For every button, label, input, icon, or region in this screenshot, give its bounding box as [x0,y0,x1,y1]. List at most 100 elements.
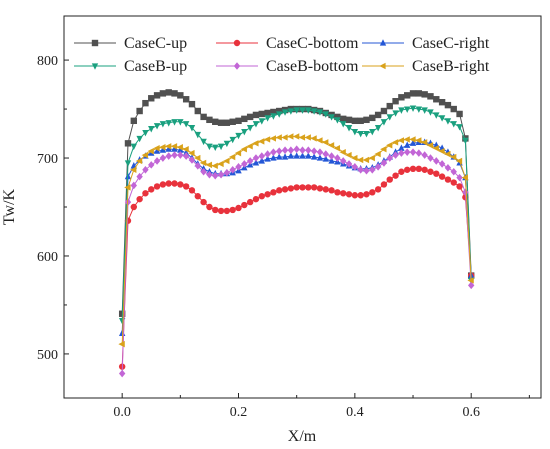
data-point [438,147,445,155]
x-tick-label: 0.6 [462,405,480,420]
data-point [130,181,138,190]
data-point [252,121,260,128]
data-point [328,187,335,194]
data-point [334,117,341,124]
data-point [398,168,405,175]
data-point [164,143,172,150]
data-point [339,148,346,156]
series-CaseB-bottom [118,145,475,378]
data-point [281,146,289,154]
data-point [444,101,452,109]
data-point [193,154,201,162]
data-point [199,159,207,167]
data-point [392,151,399,159]
data-point [456,110,463,118]
data-point [206,116,213,124]
data-point [334,189,341,196]
data-point [397,137,404,144]
data-point [334,113,341,121]
data-point [421,107,428,114]
legend-item: CaseB-up [74,58,187,75]
y-axis-label: Tw/K [1,188,18,225]
data-point [374,186,382,193]
data-point [223,140,231,148]
data-point [153,183,161,190]
data-point [333,145,341,152]
data-point [170,143,178,150]
data-point [177,151,184,159]
y-tick-label: 600 [37,250,58,265]
data-point [322,150,329,158]
data-point [327,142,335,149]
data-point [188,125,196,132]
data-point [374,150,381,158]
data-point [194,162,201,170]
data-point [223,207,231,215]
data-point [363,191,370,198]
data-point [264,150,271,158]
data-point [229,136,236,144]
data-point [304,134,311,141]
data-point [462,137,469,145]
data-point [340,121,347,128]
data-point [438,98,446,106]
data-point [415,165,423,172]
data-point [188,187,196,194]
data-point [444,176,452,183]
data-point [293,145,300,154]
data-point [165,180,172,187]
data-point [293,107,300,114]
data-point [456,173,463,182]
data-point [270,108,277,116]
data-point [275,134,282,141]
data-point [194,107,201,115]
data-point [369,114,376,122]
data-point [357,165,364,174]
data-point [398,107,405,114]
data-point [276,111,283,118]
data-point [310,153,318,160]
data-point [444,150,451,158]
data-point [351,117,359,125]
data-point [206,143,213,151]
data-point [130,166,137,173]
data-point [421,166,428,173]
data-point [241,160,248,168]
data-point [148,95,155,102]
data-point [217,170,225,179]
data-point [182,146,189,153]
data-point [404,92,411,99]
data-point [257,138,265,145]
series-CaseC-bottom [118,165,475,370]
data-point [136,107,143,115]
data-point [223,119,231,126]
data-point [194,193,201,200]
data-point [305,146,312,154]
data-point [159,90,167,97]
data-point [235,163,242,171]
data-point [177,119,184,126]
data-point [136,135,143,143]
data-point [264,115,271,122]
data-point [409,105,417,112]
x-axis-ticks: 0.0 0.2 0.4 0.6 [113,393,530,420]
data-point [292,133,300,140]
data-point [159,144,166,151]
data-point [276,147,283,155]
data-point [345,116,353,124]
data-point [270,189,277,196]
data-point [270,148,277,156]
data-point [415,90,423,97]
data-point [438,115,446,122]
data-point [409,165,417,172]
data-point [165,152,172,160]
data-point [287,108,295,115]
data-point [398,149,405,157]
data-point [153,92,161,99]
legend-item: CaseC-up [74,35,187,52]
data-point [385,142,393,149]
data-point [264,155,271,162]
data-point [182,121,190,128]
data-point [328,114,335,121]
data-point [310,135,317,142]
